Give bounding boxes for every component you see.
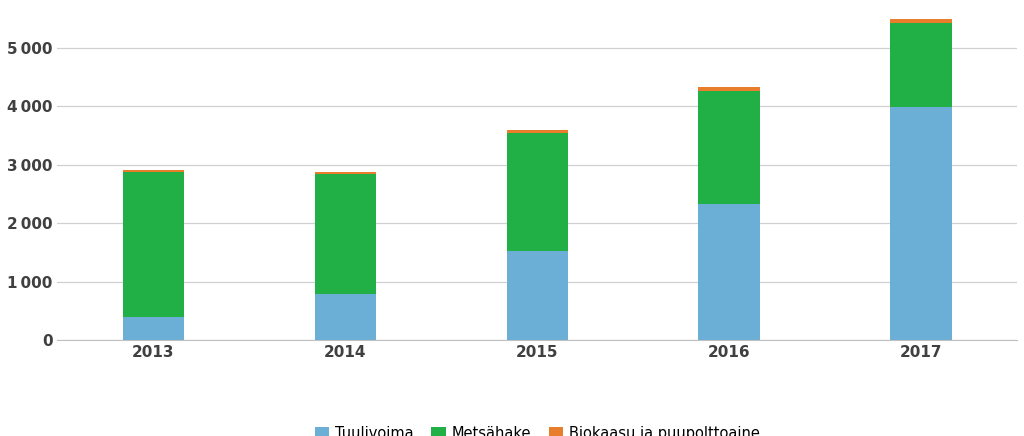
Bar — [123, 317, 184, 340]
Bar — [314, 294, 376, 340]
Bar — [507, 129, 568, 133]
Bar — [507, 251, 568, 340]
Legend: Tuulivoima, Metsähake, Biokaasu ja puupolttoaine: Tuulivoima, Metsähake, Biokaasu ja puupo… — [309, 421, 766, 436]
Bar — [507, 133, 568, 251]
Bar — [314, 174, 376, 294]
Bar — [314, 172, 376, 174]
Bar — [891, 23, 951, 107]
Bar — [891, 107, 951, 340]
Bar — [698, 91, 760, 204]
Bar — [891, 19, 951, 23]
Bar — [698, 87, 760, 91]
Bar — [123, 172, 184, 317]
Bar — [698, 204, 760, 340]
Bar — [123, 170, 184, 172]
